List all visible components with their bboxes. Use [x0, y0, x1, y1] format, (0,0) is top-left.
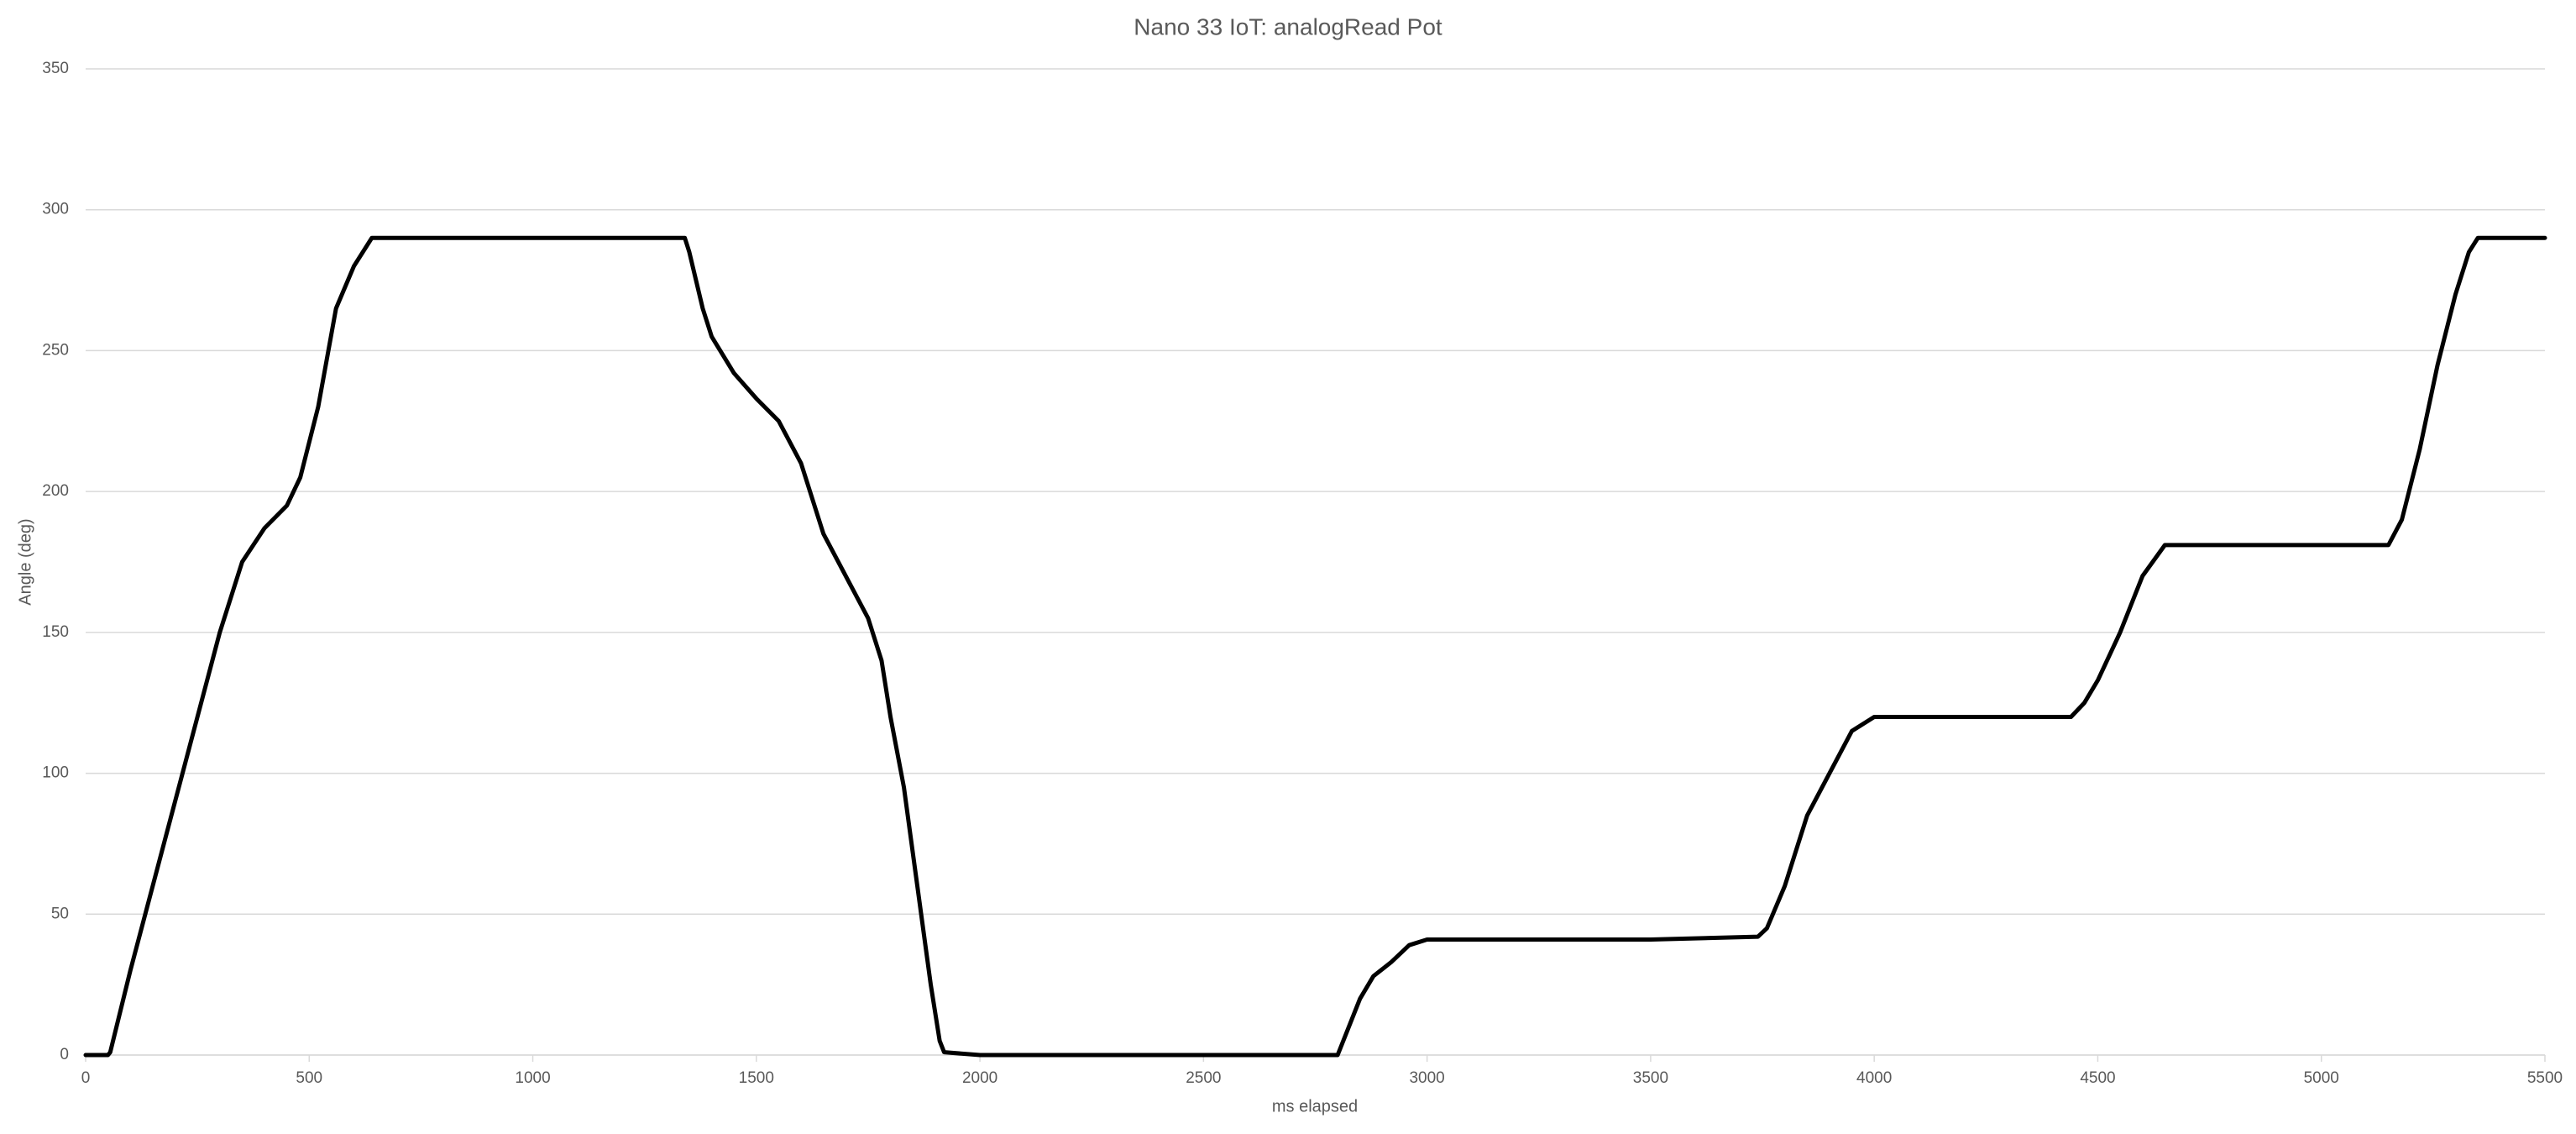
x-tick-label: 500: [296, 1069, 322, 1087]
y-tick-label: 250: [42, 341, 69, 359]
x-tick-label: 2500: [1186, 1069, 1221, 1087]
x-axis-title: ms elapsed: [1272, 1097, 1358, 1116]
y-tick-label: 150: [42, 623, 69, 641]
x-tick-label: 1000: [515, 1069, 550, 1087]
y-tick-label: 300: [42, 201, 69, 218]
chart-title: Nano 33 IoT: analogRead Pot: [1134, 13, 1442, 39]
x-tick-label: 5000: [2304, 1069, 2339, 1087]
x-tick-label: 0: [81, 1069, 91, 1087]
y-tick-label: 350: [42, 60, 69, 77]
y-tick-label: 50: [51, 905, 69, 922]
x-tick-label: 1500: [739, 1069, 774, 1087]
y-axis-title: Angle (deg): [16, 518, 34, 605]
x-tick-label: 3500: [1633, 1069, 1668, 1087]
y-tick-label: 0: [60, 1046, 69, 1063]
x-tick-label: 3000: [1409, 1069, 1444, 1087]
data-line: [83, 235, 2547, 1058]
y-tick-label: 100: [42, 764, 69, 782]
x-tick-label: 2000: [962, 1069, 997, 1087]
x-tick-label: 4500: [2080, 1069, 2115, 1087]
x-tick-label: 4000: [1856, 1069, 1892, 1087]
y-tick-label: 200: [42, 482, 69, 500]
x-tick-label: 5500: [2527, 1069, 2563, 1087]
